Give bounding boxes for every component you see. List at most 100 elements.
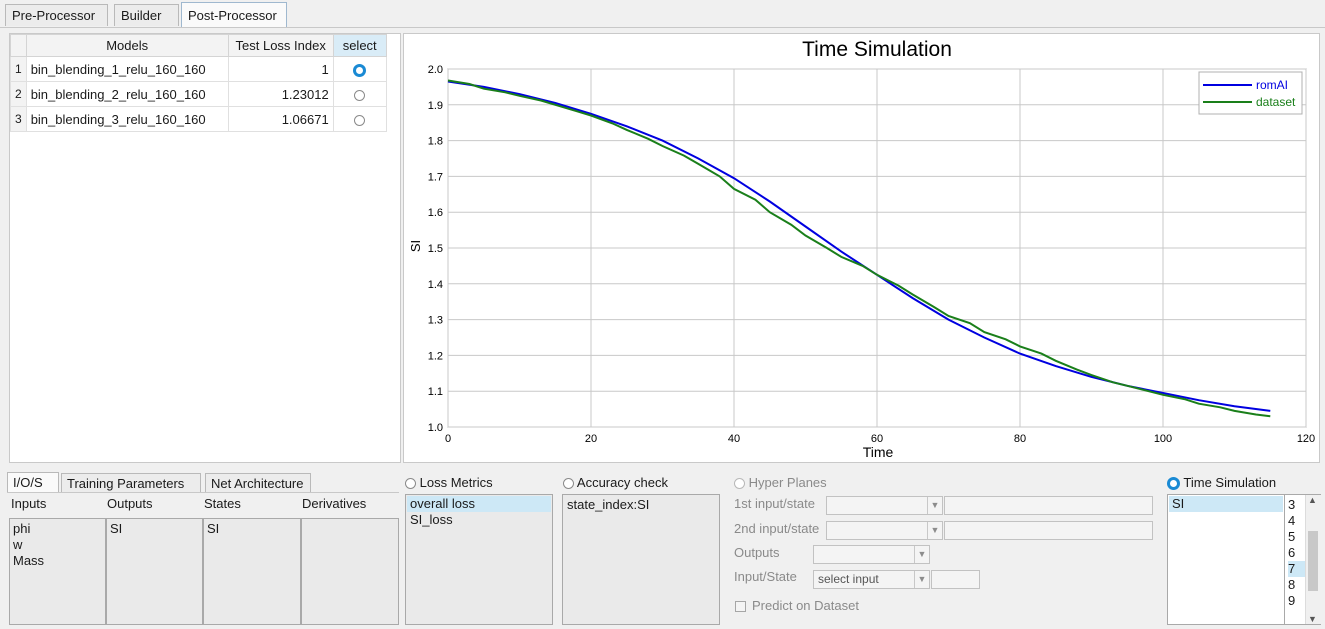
list-item[interactable]: w (13, 537, 23, 552)
list-item[interactable]: 9 (1288, 593, 1296, 608)
table-row[interactable]: 1 bin_blending_1_relu_160_160 1 (10, 56, 387, 82)
outputs-list[interactable]: SI (106, 518, 203, 625)
list-item[interactable]: 5 (1288, 529, 1296, 544)
scroll-down-icon[interactable]: ▼ (1308, 614, 1317, 624)
accuracy-check-option[interactable]: Accuracy check (563, 475, 668, 490)
chevron-down-icon: ▼ (927, 497, 942, 514)
derivatives-header: Derivatives (302, 496, 367, 511)
predict-on-dataset-checkbox[interactable] (735, 601, 746, 613)
input-state-value-field[interactable] (931, 570, 980, 589)
loss-metrics-label: Loss Metrics (419, 475, 493, 490)
time-simulation-variable-list[interactable]: SI (1167, 494, 1285, 625)
col-header-select[interactable]: select (332, 34, 387, 57)
test-loss-value: 1.06671 (227, 106, 334, 132)
time-simulation-chart[interactable]: Time Simulation 1.0 1.1 1.2 1.3 1.4 1.5 1.6 1.7… (404, 34, 1319, 462)
list-item[interactable]: phi (13, 521, 31, 536)
select-input-value: select input (818, 572, 879, 586)
list-item[interactable]: overall loss (407, 496, 551, 512)
list-item[interactable]: SI_loss (410, 512, 453, 527)
y-tick-label: 1.5 (428, 243, 443, 255)
chart-legend: romAI dataset (1198, 71, 1303, 115)
test-loss-value: 1 (227, 56, 334, 82)
time-simulation-radio[interactable] (1167, 477, 1180, 491)
model-name[interactable]: bin_blending_2_relu_160_160 (25, 81, 229, 107)
select-cell[interactable] (332, 56, 387, 82)
hyper-planes-radio[interactable] (734, 478, 745, 490)
models-table: Models Test Loss Index select 1 bin_blen… (9, 33, 401, 463)
time-simulation-option[interactable]: Time Simulation (1167, 475, 1277, 491)
list-item[interactable]: 4 (1288, 513, 1296, 528)
model-name[interactable]: bin_blending_3_relu_160_160 (25, 106, 229, 132)
accuracy-check-radio[interactable] (563, 478, 574, 490)
scrollbar-thumb[interactable] (1308, 531, 1318, 591)
list-item[interactable]: SI (207, 521, 220, 536)
second-input-state-dropdown[interactable]: ▼ (826, 521, 943, 540)
tab-net-architecture[interactable]: Net Architecture (205, 473, 311, 493)
row-number: 3 (10, 106, 27, 132)
tab-training-parameters[interactable]: Training Parameters (61, 473, 201, 493)
tab-pre-processor[interactable]: Pre-Processor (5, 4, 108, 26)
tab-builder[interactable]: Builder (114, 4, 179, 26)
number-list-scrollbar[interactable]: ▲ ▼ (1305, 495, 1321, 624)
model-select-radio[interactable] (354, 114, 366, 126)
y-tick-label: 1.4 (428, 279, 443, 291)
list-item[interactable]: SI (110, 521, 123, 536)
y-tick-label: 1.0 (428, 422, 443, 434)
test-loss-value: 1.23012 (227, 81, 334, 107)
states-list[interactable]: SI (203, 518, 301, 625)
first-input-state-field[interactable] (944, 496, 1153, 515)
list-item[interactable]: 8 (1288, 577, 1296, 592)
y-tick-label: 1.8 (428, 136, 443, 148)
x-tick-label: 100 (1154, 433, 1172, 445)
accuracy-check-list[interactable]: state_index:SI (562, 494, 720, 625)
list-item[interactable]: SI (1169, 496, 1283, 512)
inputs-list[interactable]: phi w Mass (9, 518, 106, 625)
model-select-radio[interactable] (353, 63, 367, 77)
second-input-state-field[interactable] (944, 521, 1153, 540)
main-tab-bar: Pre-Processor Builder Post-Processor (0, 0, 1325, 28)
select-input-dropdown[interactable]: select input ▼ (813, 570, 930, 589)
select-cell[interactable] (332, 81, 387, 107)
loss-metrics-radio[interactable] (405, 478, 416, 490)
outputs-label: Outputs (734, 545, 780, 560)
table-row[interactable]: 3 bin_blending_3_relu_160_160 1.06671 (10, 106, 387, 132)
list-item[interactable]: state_index:SI (567, 497, 650, 512)
accuracy-check-label: Accuracy check (576, 475, 668, 490)
predict-on-dataset-option[interactable]: Predict on Dataset (735, 598, 859, 613)
table-row[interactable]: 2 bin_blending_2_relu_160_160 1.23012 (10, 81, 387, 107)
legend-label-dataset: dataset (1256, 95, 1296, 109)
select-cell[interactable] (332, 106, 387, 132)
x-tick-label: 40 (728, 433, 740, 445)
col-header-models[interactable]: Models (25, 34, 229, 57)
derivatives-list[interactable] (301, 518, 399, 625)
predict-on-dataset-label: Predict on Dataset (752, 598, 859, 613)
corner-cell (10, 34, 27, 57)
states-header: States (204, 496, 241, 511)
loss-metrics-option[interactable]: Loss Metrics (405, 475, 493, 490)
model-name[interactable]: bin_blending_1_relu_160_160 (25, 56, 229, 82)
list-item[interactable]: Mass (13, 553, 45, 568)
model-select-radio[interactable] (354, 89, 366, 101)
time-simulation-label: Time Simulation (1183, 475, 1277, 490)
tab-ios[interactable]: I/O/S (7, 472, 59, 492)
hyper-planes-option[interactable]: Hyper Planes (734, 475, 827, 490)
x-tick-label: 20 (585, 433, 597, 445)
x-tick-label: 0 (445, 433, 451, 445)
y-tick-label: 1.7 (428, 171, 443, 183)
outputs-dropdown[interactable]: ▼ (813, 545, 930, 564)
col-header-test-loss[interactable]: Test Loss Index (227, 34, 334, 57)
y-tick-label: 2.0 (428, 64, 443, 76)
legend-box (1198, 71, 1303, 115)
list-item[interactable]: 6 (1288, 545, 1296, 560)
loss-metrics-list[interactable]: overall loss SI_loss (405, 494, 553, 625)
row-number: 1 (10, 56, 27, 82)
series-line-dataset (447, 79, 1271, 418)
tab-post-processor[interactable]: Post-Processor (181, 2, 287, 27)
x-tick-label: 60 (871, 433, 883, 445)
first-input-state-label: 1st input/state (734, 496, 815, 511)
scroll-up-icon[interactable]: ▲ (1308, 495, 1317, 505)
tab-divider (7, 492, 399, 493)
list-item[interactable]: 3 (1288, 497, 1296, 512)
chevron-down-icon: ▼ (914, 571, 929, 588)
first-input-state-dropdown[interactable]: ▼ (826, 496, 943, 515)
